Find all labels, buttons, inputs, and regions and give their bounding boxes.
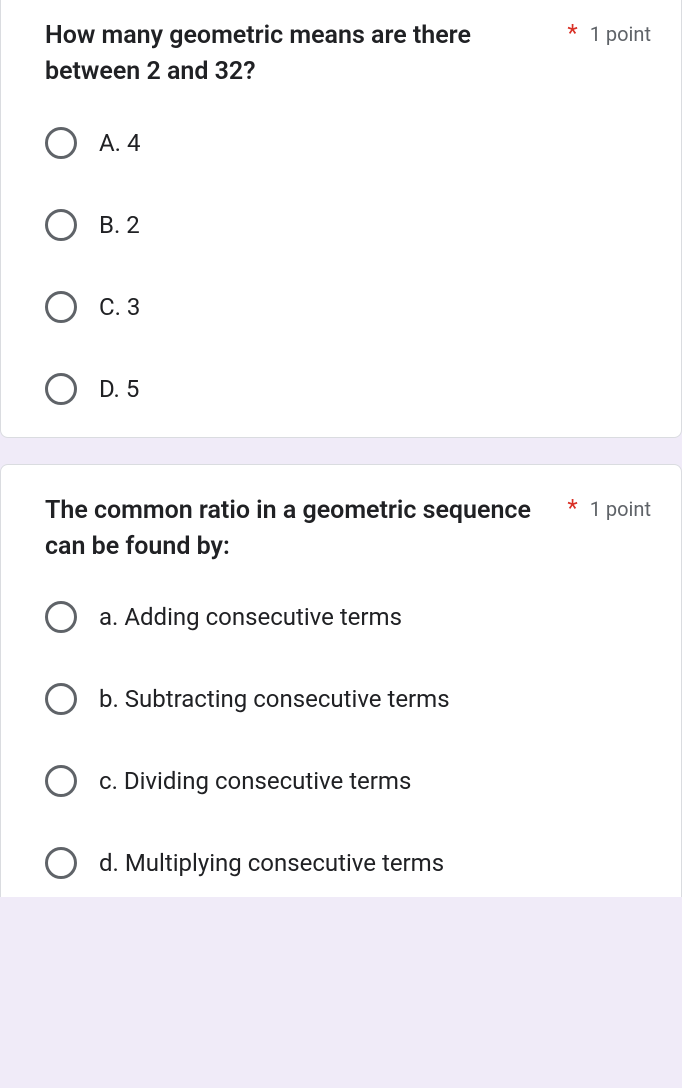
radio-icon — [45, 291, 77, 323]
option-label: D. 5 — [99, 375, 139, 403]
question-card-1: How many geometric means are there betwe… — [0, 0, 682, 438]
option-label: C. 3 — [99, 293, 140, 321]
radio-option-a[interactable]: a. Adding consecutive terms — [45, 601, 651, 633]
radio-option-b[interactable]: b. Subtracting consecutive terms — [45, 683, 651, 715]
radio-option-c[interactable]: c. Dividing consecutive terms — [45, 765, 651, 797]
radio-icon — [45, 127, 77, 159]
option-label: a. Adding consecutive terms — [99, 603, 402, 631]
option-label: B. 2 — [99, 211, 140, 239]
options-group: A. 4 B. 2 C. 3 D. 5 — [45, 127, 651, 405]
radio-icon — [45, 765, 77, 797]
option-label: A. 4 — [99, 129, 140, 157]
question-text: The common ratio in a geometric sequence… — [45, 493, 555, 566]
radio-option-b[interactable]: B. 2 — [45, 209, 651, 241]
required-indicator: * — [567, 493, 577, 524]
points-label: 1 point — [590, 18, 651, 48]
radio-option-a[interactable]: A. 4 — [45, 127, 651, 159]
radio-option-d[interactable]: d. Multiplying consecutive terms — [45, 847, 651, 879]
question-header: How many geometric means are there betwe… — [45, 18, 651, 91]
question-text: How many geometric means are there betwe… — [45, 18, 555, 91]
question-card-2: The common ratio in a geometric sequence… — [0, 464, 682, 898]
radio-icon — [45, 209, 77, 241]
radio-icon — [45, 373, 77, 405]
radio-icon — [45, 683, 77, 715]
option-label: c. Dividing consecutive terms — [99, 767, 411, 795]
points-label: 1 point — [590, 493, 651, 523]
option-label: d. Multiplying consecutive terms — [99, 849, 444, 877]
question-header: The common ratio in a geometric sequence… — [45, 493, 651, 566]
options-group: a. Adding consecutive terms b. Subtracti… — [45, 601, 651, 879]
option-label: b. Subtracting consecutive terms — [99, 685, 450, 713]
radio-option-d[interactable]: D. 5 — [45, 373, 651, 405]
radio-icon — [45, 601, 77, 633]
radio-option-c[interactable]: C. 3 — [45, 291, 651, 323]
radio-icon — [45, 847, 77, 879]
required-indicator: * — [567, 18, 577, 49]
